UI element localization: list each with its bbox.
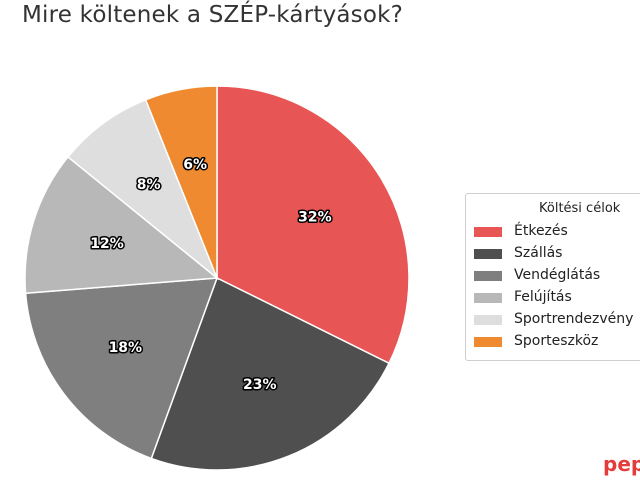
pie-slice-5 (66, 98, 219, 281)
chart-title: Mire költenek a SZÉP-kártyások? (22, 2, 404, 28)
legend-title: Költési célok (539, 201, 621, 216)
brand-logo: pep (603, 452, 640, 476)
legend-swatch (474, 227, 502, 237)
pie-slice-2 (150, 276, 391, 471)
slice-label-3: 18% (109, 340, 143, 356)
slice-label-6: 6% (183, 157, 207, 173)
legend-label: Sporteszköz (514, 333, 599, 349)
legend: Költési célok Étkezés Szállás Vendéglátá… (465, 193, 640, 361)
slice-label-2: 23% (243, 377, 277, 393)
pie-slice-6 (144, 85, 218, 279)
legend-label: Vendéglátás (514, 267, 601, 283)
slice-label-1: 32% (298, 209, 332, 225)
legend-swatch (474, 293, 502, 303)
slice-label-4: 12% (90, 236, 124, 252)
pie-slice-4 (24, 155, 219, 295)
legend-label: Szállás (514, 245, 563, 261)
legend-label: Felújítás (514, 289, 572, 305)
legend-swatch (474, 315, 502, 325)
legend-label: Étkezés (514, 223, 568, 239)
legend-swatch (474, 249, 502, 259)
legend-swatch (474, 271, 502, 281)
legend-label: Sportrendezvény (514, 311, 634, 327)
slice-label-5: 8% (137, 177, 161, 193)
pie-slice-1 (216, 85, 410, 365)
legend-swatch (474, 337, 502, 347)
pie-slice-3 (24, 277, 219, 460)
